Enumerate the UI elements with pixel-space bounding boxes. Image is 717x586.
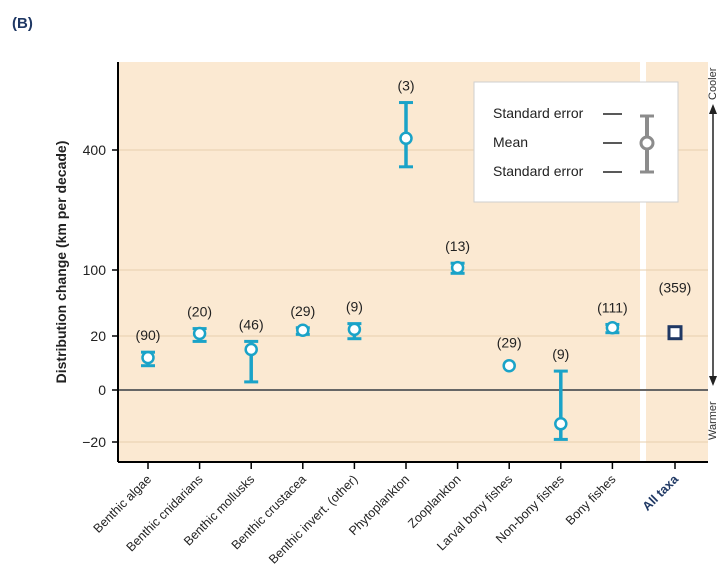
count-label: (3) xyxy=(397,78,414,94)
x-ticks xyxy=(147,462,676,469)
y-tick-label: 20 xyxy=(90,328,106,344)
all-taxa-group: (359) xyxy=(659,280,692,341)
count-label: (111) xyxy=(597,299,628,315)
count-label: (90) xyxy=(136,327,161,343)
y-tick-label: 100 xyxy=(83,262,107,278)
mean-point xyxy=(244,342,258,357)
mean-point xyxy=(554,417,568,431)
legend-lower-label: Standard error xyxy=(493,163,584,179)
all-taxa-mean-point xyxy=(667,325,683,341)
legend: Standard error Mean Standard error xyxy=(473,81,679,203)
mean-point xyxy=(347,322,362,337)
mean-point xyxy=(399,131,413,146)
count-label: (29) xyxy=(497,335,522,351)
mean-point xyxy=(141,350,155,365)
all-taxa-count: (359) xyxy=(659,280,692,296)
y-axis-label: Distribution change (km per decade) xyxy=(53,141,69,384)
count-label: (46) xyxy=(239,316,264,332)
legend-upper-label: Standard error xyxy=(493,105,584,121)
y-tick-label: −20 xyxy=(82,434,106,450)
y-tick-label: 400 xyxy=(83,142,107,158)
count-label: (20) xyxy=(187,304,212,320)
cooler-warmer-arrow: Cooler Warmer xyxy=(707,67,717,440)
series: (90) (20) (46) (29) (9) (3) (13) (29) (9) (111) xyxy=(136,78,628,441)
count-label: (13) xyxy=(445,238,470,254)
side-label-warmer: Warmer xyxy=(707,401,717,440)
category-label: Benthic invert. (other) xyxy=(266,472,360,566)
y-ticks: 400 100 20 0 −20 xyxy=(82,142,118,450)
panel-label: (B) xyxy=(12,15,33,32)
count-label: (9) xyxy=(346,299,363,315)
all-taxa-separator xyxy=(640,62,646,462)
category-label-all-taxa: All taxa xyxy=(640,471,682,513)
mean-point xyxy=(296,323,310,337)
mean-point xyxy=(502,358,516,373)
legend-mean-label: Mean xyxy=(493,134,528,150)
count-label: (9) xyxy=(552,346,569,362)
count-label: (29) xyxy=(290,303,315,319)
y-tick-label: 0 xyxy=(98,382,106,398)
side-arrow-head-down xyxy=(709,376,717,386)
category-label: Bony fishes xyxy=(563,472,619,528)
mean-point xyxy=(192,326,207,341)
side-arrow-head-up xyxy=(709,104,717,114)
mean-point xyxy=(450,260,465,275)
legend-mean-marker xyxy=(639,135,655,151)
side-label-cooler: Cooler xyxy=(707,67,717,100)
mean-point xyxy=(605,321,620,335)
legend-box xyxy=(473,81,679,203)
